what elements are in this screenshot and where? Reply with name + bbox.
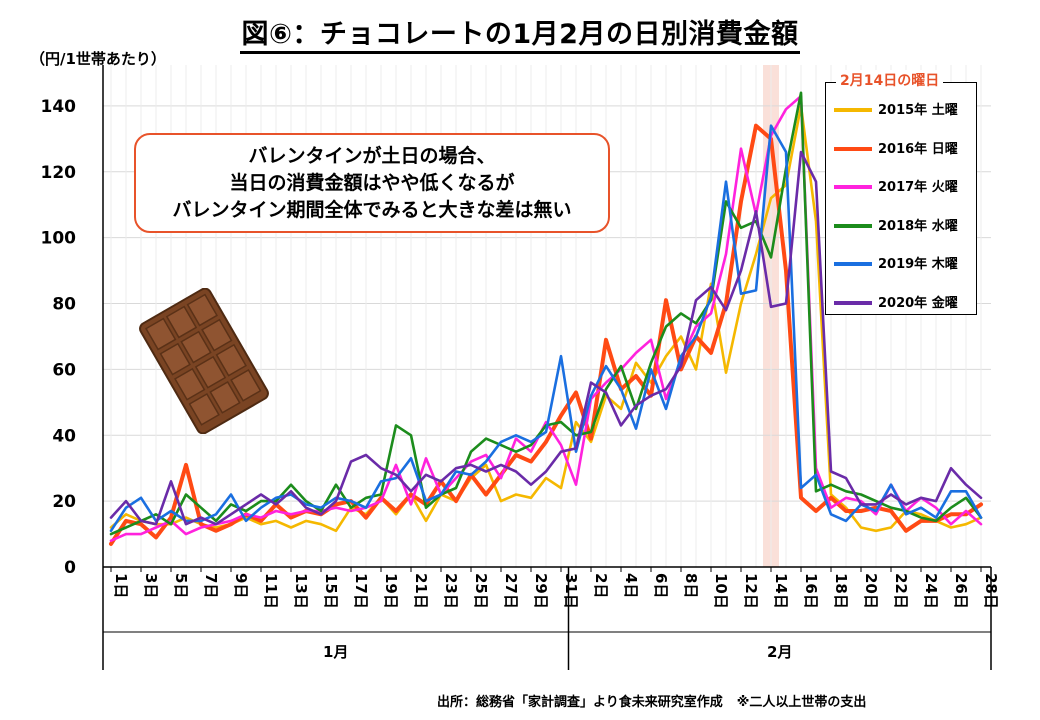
x-tick-label: 5日	[172, 573, 190, 598]
x-tick-label: 6日	[652, 573, 670, 598]
annotation-callout: バレンタインが土日の場合、 当日の消費金額はやや低くなるが バレンタイン期間全体…	[134, 133, 610, 233]
legend-swatch	[834, 262, 872, 266]
legend-title: 2月14日の曜日	[836, 70, 944, 90]
series-line-1	[109, 123, 983, 546]
x-tick-label: 25日	[472, 573, 490, 609]
y-tick-label: 100	[41, 229, 77, 249]
x-tick-label: 18日	[832, 573, 850, 609]
chocolate-bar-icon	[139, 288, 269, 434]
x-tick-label: 24日	[922, 573, 940, 609]
x-tick-label: 4日	[622, 573, 640, 598]
y-tick-label: 80	[52, 295, 76, 315]
x-tick-label: 27日	[502, 573, 520, 609]
note-text: ※二人以上世帯の支出	[736, 695, 867, 710]
x-tick-label: 20日	[862, 573, 880, 609]
x-tick-label: 7日	[202, 573, 220, 598]
x-tick-label: 11日	[262, 573, 280, 609]
x-tick-label: 9日	[232, 573, 250, 598]
x-tick-label: 15日	[322, 573, 340, 609]
x-tick-label: 1日	[112, 573, 130, 598]
x-tick-label: 28日	[982, 573, 1000, 609]
legend-label: 2015年 土曜	[878, 103, 958, 118]
axis-labels: 0 20 40 60 80 100 120 140 1日 3日 5日 7日 9日 11日 13日 15日 17日…	[41, 97, 1001, 661]
series-lines	[109, 91, 983, 546]
callout-line-1: バレンタインが土日の場合、	[248, 145, 496, 167]
x-tick-label: 2日	[592, 573, 610, 598]
x-tick-label: 13日	[292, 573, 310, 609]
x-tick-label: 26日	[952, 573, 970, 609]
series-line-5	[109, 150, 983, 526]
y-tick-label: 60	[52, 360, 76, 380]
x-tick-label: 3日	[142, 573, 160, 598]
legend-label: 2019年 木曜	[878, 257, 958, 272]
y-axis-unit-label: （円/1世帯あたり）	[30, 50, 166, 68]
legend-label: 2020年 金曜	[878, 295, 958, 311]
series-line-2	[109, 94, 983, 543]
x-tick-label: 16日	[802, 573, 820, 609]
x-tick-label: 17日	[352, 573, 370, 609]
y-tick-label: 40	[52, 426, 76, 446]
x-tick-label: 12日	[742, 573, 760, 609]
legend-swatch	[834, 146, 872, 151]
axes	[102, 65, 992, 670]
x-tick-label: 8日	[682, 573, 700, 598]
legend-swatch	[834, 223, 872, 228]
x-tick-label: 23日	[442, 573, 460, 609]
callout-line-2: 当日の消費金額はやや低くなるが	[229, 172, 515, 194]
legend-label: 2018年 水曜	[878, 218, 958, 234]
month-label: 2月	[767, 643, 792, 661]
series-line-4	[109, 124, 983, 533]
y-tick-label: 20	[52, 492, 76, 512]
source-text: 出所：総務省「家計調査」より食未来研究室作成	[437, 695, 723, 710]
chart-title-wrap: 図⑥：チョコレートの1月2月の日別消費金額	[0, 12, 1040, 54]
callout-line-3: バレンタイン期間全体でみると大きな差は無い	[172, 199, 572, 221]
x-tick-label: 22日	[892, 573, 910, 609]
legend-label: 2017年 火曜	[878, 180, 958, 195]
legend: 2015年 土曜 2016年 日曜 2017年 火曜 2018年 水曜 2019年 木曜…	[825, 82, 977, 315]
chart-title: 図⑥：チョコレートの1月2月の日別消費金額	[239, 19, 801, 54]
legend-swatch	[834, 108, 872, 112]
x-tick-label: 31日	[562, 573, 580, 609]
y-tick-label: 0	[64, 558, 76, 578]
legend-label: 2016年 日曜	[878, 141, 958, 157]
x-tick-label: 10日	[712, 573, 730, 609]
y-tick-label: 140	[41, 97, 77, 117]
x-tick-label: 29日	[532, 573, 550, 609]
y-tick-label: 120	[41, 163, 77, 183]
x-tick-label: 19日	[382, 573, 400, 609]
legend-swatch	[834, 185, 872, 189]
series-line-0	[109, 104, 983, 533]
source-footer: 出所：総務省「家計調査」より食未来研究室作成 ※二人以上世帯の支出	[437, 691, 880, 710]
legend-swatch	[834, 300, 872, 305]
month-label: 1月	[323, 643, 348, 661]
x-tick-label: 14日	[772, 573, 790, 609]
x-tick-label: 21日	[412, 573, 430, 609]
